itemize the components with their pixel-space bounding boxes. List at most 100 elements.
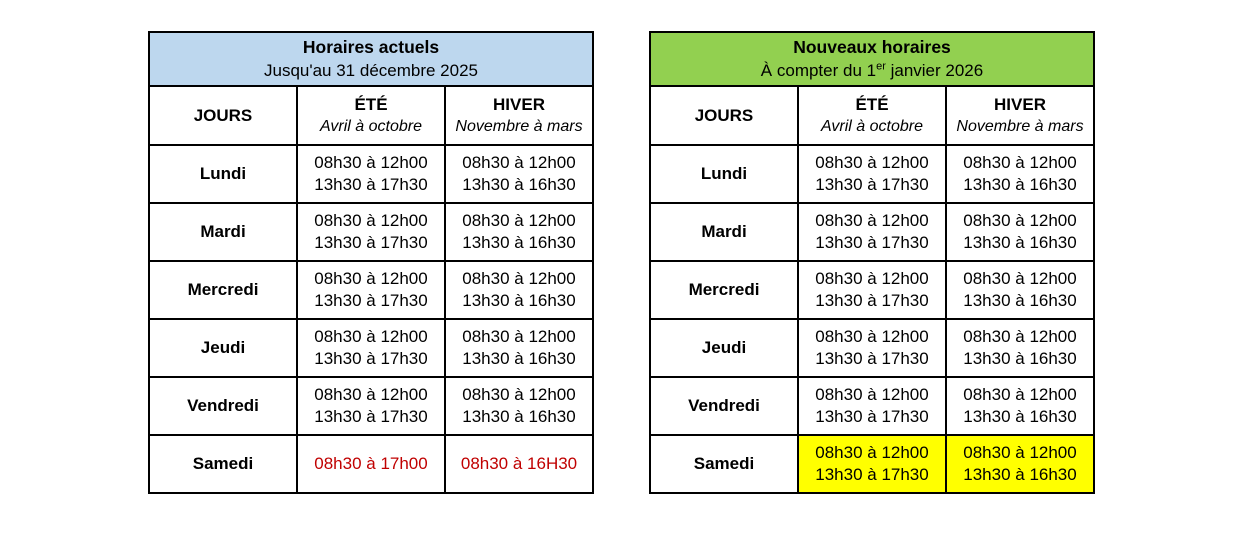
winter-hours-cell: 08h30 à 12h00 13h30 à 16h30 [945,376,1095,436]
table-title-row: Horaires actuels Jusqu'au 31 décembre 20… [148,31,594,87]
table-row-saturday: Samedi 08h30 à 17h00 08h30 à 16H30 [148,434,594,494]
summer-header-sublabel: Avril à octobre [821,118,923,135]
current-table-header: Horaires actuels Jusqu'au 31 décembre 20… [148,31,594,87]
winter-hours-cell: 08h30 à 12h00 13h30 à 16h30 [945,260,1095,320]
subtitle-text: janvier 2026 [885,61,984,80]
days-header-label: JOURS [694,105,754,125]
time-line: 08h30 à 12h00 [815,385,929,404]
column-header-winter: HIVER Novembre à mars [945,85,1095,146]
table-title: Nouveaux horaires [793,37,951,57]
time-line: 08h30 à 12h00 [314,211,428,230]
summer-hours-cell: 08h30 à 12h00 13h30 à 17h30 [797,318,947,378]
time-line: 08h30 à 12h00 [462,327,576,346]
table-row: Lundi 08h30 à 12h00 13h30 à 17h30 08h30 … [649,144,1095,204]
table-row: Lundi 08h30 à 12h00 13h30 à 17h30 08h30 … [148,144,594,204]
current-schedule-table: Horaires actuels Jusqu'au 31 décembre 20… [148,31,594,494]
summer-hours-cell-saturday-highlighted: 08h30 à 12h00 13h30 à 17h30 [797,434,947,494]
time-line: 08h30 à 12h00 [815,443,929,462]
time-line: 08h30 à 16H30 [460,454,578,473]
time-line: 13h30 à 16h30 [462,291,576,310]
summer-hours-cell: 08h30 à 12h00 13h30 à 17h30 [296,202,446,262]
table-row: Jeudi 08h30 à 12h00 13h30 à 17h30 08h30 … [649,318,1095,378]
winter-hours-cell-saturday-highlighted: 08h30 à 12h00 13h30 à 16h30 [945,434,1095,494]
new-schedule-table: Nouveaux horaires À compter du 1er janvi… [649,31,1095,494]
time-line: 13h30 à 16h30 [963,175,1077,194]
winter-header-sublabel: Novembre à mars [956,118,1084,135]
time-line: 08h30 à 12h00 [815,269,929,288]
winter-header-sublabel: Novembre à mars [455,118,583,135]
time-line: 08h30 à 12h00 [815,153,929,172]
time-line: 08h30 à 12h00 [815,211,929,230]
time-line: 08h30 à 12h00 [963,269,1077,288]
column-header-days: JOURS [649,85,799,146]
day-label: Mardi [148,202,298,262]
day-label: Lundi [148,144,298,204]
day-label: Mercredi [148,260,298,320]
time-line: 08h30 à 12h00 [462,211,576,230]
table-row: Vendredi 08h30 à 12h00 13h30 à 17h30 08h… [148,376,594,436]
time-line: 13h30 à 16h30 [462,349,576,368]
subtitle-superscript: er [876,60,886,73]
table-row: Mardi 08h30 à 12h00 13h30 à 17h30 08h30 … [148,202,594,262]
column-header-row: JOURS ÉTÉ Avril à octobre HIVER Novembre… [649,85,1095,146]
subtitle-text: À compter du 1 [760,61,877,80]
column-header-summer: ÉTÉ Avril à octobre [797,85,947,146]
column-header-row: JOURS ÉTÉ Avril à octobre HIVER Novembre… [148,85,594,146]
summer-hours-cell: 08h30 à 12h00 13h30 à 17h30 [797,376,947,436]
time-line: 13h30 à 17h30 [815,233,929,252]
winter-hours-cell: 08h30 à 12h00 13h30 à 16h30 [945,202,1095,262]
table-row: Mercredi 08h30 à 12h00 13h30 à 17h30 08h… [649,260,1095,320]
time-line: 13h30 à 17h30 [314,175,428,194]
time-line: 08h30 à 12h00 [963,153,1077,172]
time-line: 13h30 à 16h30 [963,291,1077,310]
time-line: 13h30 à 17h30 [815,465,929,484]
table-row: Mardi 08h30 à 12h00 13h30 à 17h30 08h30 … [649,202,1095,262]
time-line: 13h30 à 16h30 [963,407,1077,426]
time-line: 08h30 à 12h00 [462,385,576,404]
winter-hours-cell: 08h30 à 12h00 13h30 à 16h30 [945,144,1095,204]
day-label: Jeudi [649,318,799,378]
summer-header-label: ÉTÉ [354,95,388,114]
time-line: 08h30 à 12h00 [314,269,428,288]
time-line: 08h30 à 12h00 [963,211,1077,230]
days-header-label: JOURS [193,105,253,125]
summer-hours-cell: 08h30 à 12h00 13h30 à 17h30 [296,376,446,436]
time-line: 08h30 à 12h00 [963,385,1077,404]
time-line: 08h30 à 12h00 [815,327,929,346]
summer-header-sublabel: Avril à octobre [320,118,422,135]
day-label: Vendredi [649,376,799,436]
summer-hours-cell: 08h30 à 12h00 13h30 à 17h30 [797,260,947,320]
column-header-winter: HIVER Novembre à mars [444,85,594,146]
time-line: 13h30 à 17h30 [314,349,428,368]
day-label: Samedi [148,434,298,494]
summer-hours-cell: 08h30 à 12h00 13h30 à 17h30 [797,202,947,262]
day-label: Jeudi [148,318,298,378]
summer-hours-cell: 08h30 à 12h00 13h30 à 17h30 [296,260,446,320]
winter-hours-cell: 08h30 à 12h00 13h30 à 16h30 [444,318,594,378]
table-row: Mercredi 08h30 à 12h00 13h30 à 17h30 08h… [148,260,594,320]
time-line: 13h30 à 17h30 [815,349,929,368]
table-subtitle: À compter du 1er janvier 2026 [651,59,1093,82]
table-row: Vendredi 08h30 à 12h00 13h30 à 17h30 08h… [649,376,1095,436]
winter-header-label: HIVER [493,95,545,114]
column-header-days: JOURS [148,85,298,146]
summer-hours-cell-saturday: 08h30 à 17h00 [296,434,446,494]
day-label: Mardi [649,202,799,262]
day-label: Lundi [649,144,799,204]
table-title-row: Nouveaux horaires À compter du 1er janvi… [649,31,1095,87]
summer-hours-cell: 08h30 à 12h00 13h30 à 17h30 [296,144,446,204]
time-line: 08h30 à 12h00 [963,443,1077,462]
table-title: Horaires actuels [302,37,440,57]
column-header-summer: ÉTÉ Avril à octobre [296,85,446,146]
new-table-header: Nouveaux horaires À compter du 1er janvi… [649,31,1095,87]
winter-hours-cell-saturday: 08h30 à 16H30 [444,434,594,494]
time-line: 13h30 à 16h30 [462,407,576,426]
winter-hours-cell: 08h30 à 12h00 13h30 à 16h30 [444,144,594,204]
table-subtitle: Jusqu'au 31 décembre 2025 [263,61,478,80]
summer-hours-cell: 08h30 à 12h00 13h30 à 17h30 [296,318,446,378]
day-label: Mercredi [649,260,799,320]
winter-hours-cell: 08h30 à 12h00 13h30 à 16h30 [945,318,1095,378]
time-line: 13h30 à 17h30 [815,407,929,426]
time-line: 13h30 à 17h30 [314,407,428,426]
